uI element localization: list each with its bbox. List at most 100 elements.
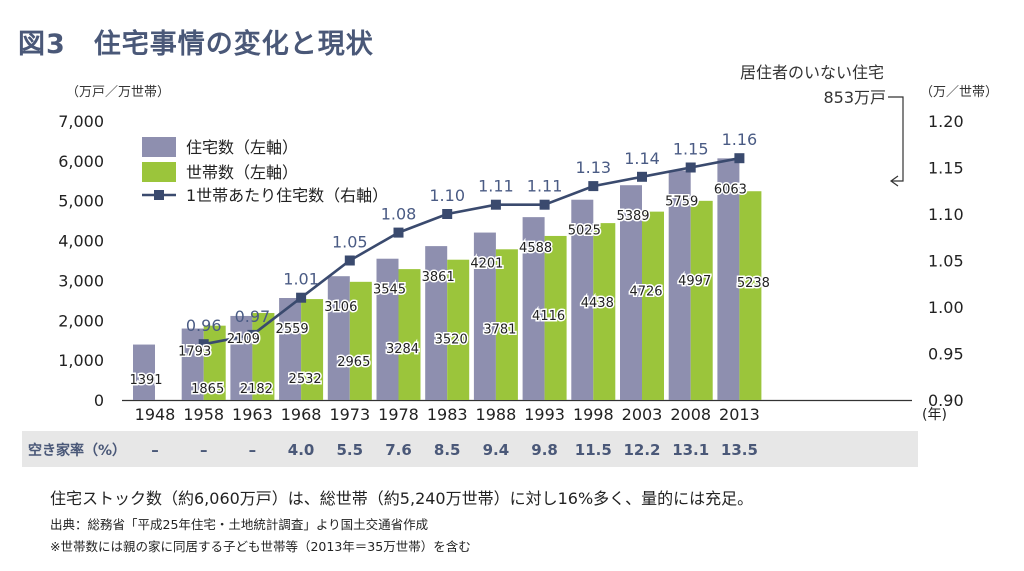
bar-households-data-label: 3520	[435, 333, 468, 348]
vacancy-rate-row	[22, 431, 918, 467]
per-household-data-label: 1.11	[527, 177, 563, 196]
left-axis-tick-label: 7,000	[58, 112, 104, 131]
x-tick-label: 1963	[232, 405, 273, 424]
bar-households	[544, 235, 567, 400]
bar-households-data-label: 5238	[737, 276, 770, 291]
vacancy-rate-value: 13.1	[672, 441, 709, 459]
bar-houses	[717, 158, 740, 400]
vacancy-rate-value: 9.4	[483, 441, 510, 459]
x-tick-label: 1958	[183, 405, 224, 424]
per-household-data-label: 1.10	[429, 186, 465, 205]
x-tick-label: 2013	[719, 405, 760, 424]
bar-households-data-label: 1865	[191, 382, 224, 397]
note-source: 出典：総務省「平成25年住宅・土地統計調査」より国土交通省作成	[50, 517, 429, 532]
bar-houses	[668, 170, 691, 400]
bar-households	[349, 281, 372, 400]
chart-title: 図3 住宅事情の変化と現状	[18, 29, 374, 60]
per-household-data-label: 0.97	[235, 307, 271, 326]
bar-houses	[133, 344, 155, 400]
bar-households-data-label: 2182	[240, 382, 273, 397]
legend-swatch-houses	[142, 137, 176, 157]
per-household-point	[637, 171, 647, 182]
vacancy-rate-value: 4.0	[288, 441, 315, 459]
right-axis-unit: （万／世帯）	[920, 85, 998, 100]
left-axis-tick-label: 4,000	[58, 232, 104, 251]
bar-houses-data-label: 1391	[129, 373, 162, 388]
left-axis-tick-label: 3,000	[58, 271, 104, 290]
legend-label: 世帯数（左軸）	[186, 163, 298, 182]
bar-houses	[279, 298, 302, 400]
x-tick-label: 1973	[329, 405, 370, 424]
note-footnote: ※世帯数には親の家に同居する子ども世帯等（2013年＝35万世帯）を含む	[50, 539, 471, 554]
legend-line-marker	[154, 190, 164, 200]
left-axis-tick-label: 2,000	[58, 311, 104, 330]
x-axis-unit: (年)	[922, 407, 947, 423]
left-axis-tick-label: 0	[94, 391, 104, 410]
annotation-bracket	[888, 96, 904, 182]
per-household-data-label: 1.01	[283, 270, 319, 289]
per-household-data-label: 1.16	[722, 130, 758, 149]
right-axis-tick-label: 1.15	[928, 159, 964, 178]
bar-households	[690, 200, 713, 400]
per-household-point	[442, 209, 453, 219]
bar-houses-data-label: 4201	[470, 257, 503, 272]
note-main: 住宅ストック数（約6,060万戸）は、総世帯（約5,240万世帯）に対し16%多…	[50, 489, 754, 508]
per-household-point	[198, 339, 209, 350]
vacancy-rate-label: 空き家率（%）	[28, 442, 126, 459]
bar-households-data-label: 2532	[289, 372, 322, 387]
bar-households	[447, 259, 470, 400]
bar-houses-data-label: 3106	[324, 300, 357, 315]
left-axis-unit: （万戸／万世帯）	[66, 85, 170, 100]
bar-households	[495, 249, 518, 400]
x-tick-label: 1968	[281, 405, 322, 424]
per-household-point	[393, 227, 404, 238]
per-household-point	[247, 329, 258, 340]
right-axis-tick-label: 0.90	[928, 391, 964, 410]
vacancy-rate-value: 8.5	[434, 441, 461, 459]
bar-households	[642, 211, 664, 400]
bar-houses-data-label: 5389	[616, 209, 649, 224]
bar-houses-data-label: 5025	[568, 224, 601, 239]
bar-houses-data-label: 1793	[178, 345, 211, 360]
bar-households-data-label: 3781	[483, 322, 516, 337]
bar-houses	[181, 328, 204, 400]
per-household-data-label: 0.96	[186, 316, 222, 335]
right-axis-tick-label: 1.00	[928, 298, 964, 317]
vacancy-rate-value: –	[151, 441, 159, 459]
bar-houses-data-label: 6063	[714, 182, 747, 197]
per-household-data-label: 1.15	[673, 140, 709, 159]
bar-houses	[473, 232, 496, 400]
per-household-point	[296, 292, 307, 303]
vacancy-rate-value: 7.6	[385, 441, 412, 459]
bar-houses	[376, 258, 399, 400]
bar-households	[739, 191, 762, 400]
per-household-line	[203, 156, 740, 346]
per-household-data-label: 1.13	[575, 158, 611, 177]
right-axis-tick-label: 0.95	[928, 345, 964, 364]
bar-houses-data-label: 4588	[519, 241, 552, 256]
annotation-vacant-label: 居住者のいない住宅	[740, 63, 884, 82]
bar-houses-data-label: 2559	[276, 322, 309, 337]
vacancy-rate-value: –	[200, 441, 208, 459]
right-axis-tick-label: 1.05	[928, 252, 964, 271]
per-household-point	[490, 199, 501, 210]
bar-houses	[327, 276, 350, 400]
bar-households-data-label: 3284	[386, 342, 419, 357]
vacancy-rate-value: 5.5	[337, 441, 364, 459]
legend-label: 1世帯あたり住宅数（右軸）	[186, 186, 388, 205]
left-axis-tick-label: 1,000	[58, 351, 104, 370]
x-tick-label: 2003	[622, 405, 663, 424]
vacancy-rate-value: 9.8	[531, 441, 558, 459]
bar-houses-data-label: 3861	[422, 270, 455, 285]
bar-houses	[620, 185, 642, 400]
per-household-point	[539, 199, 550, 210]
bar-houses	[425, 246, 448, 400]
bar-households	[593, 223, 616, 400]
per-household-data-label: 1.14	[624, 149, 660, 168]
x-tick-label: 1988	[476, 405, 517, 424]
bar-households-data-label: 4726	[629, 285, 662, 300]
per-household-data-label: 1.05	[332, 233, 368, 252]
annotation-vacant-value: 853万戸	[823, 88, 886, 107]
vacancy-rate-value: 13.5	[721, 441, 758, 459]
